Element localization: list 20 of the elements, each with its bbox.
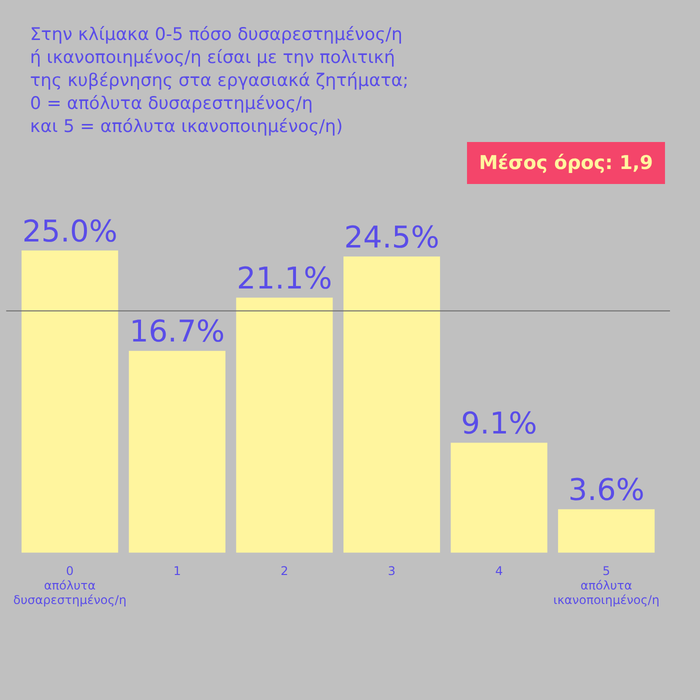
bar (128, 350, 226, 553)
chart-title: Στην κλίμακα 0-5 πόσο δυσαρεστημένος/η ή ικανοποιημένος/η είσαι με την πολιτική της κυβέρνησης στα εργασιακά ζητήματα; 0 = απόλυτα δυσαρεστημένος/η και 5 = απόλυτα ικανοποιημένος/η) (30, 24, 409, 139)
x-tick-label: 2 (280, 564, 288, 578)
x-tick-label: 4 (495, 564, 503, 578)
x-tick-label: 3 (388, 564, 396, 578)
bar (558, 509, 655, 553)
data-label: 21.1% (236, 261, 332, 296)
bar (236, 298, 333, 553)
text: Μέσος όρος: 1,9 (466, 142, 665, 184)
data-label: 16.7% (129, 314, 225, 350)
data-label: 9.1% (460, 406, 538, 442)
data-label: 25.0% (22, 214, 118, 250)
bar (22, 250, 118, 553)
bar (450, 442, 548, 553)
data-label: 24.5% (344, 220, 440, 256)
x-tick-label: 0 απόλυτα δυσαρεστημένος/η (13, 564, 126, 607)
data-label: 3.6% (568, 473, 644, 508)
bar (343, 256, 440, 553)
x-tick-label: 1 (173, 564, 181, 578)
x-tick-label: 5 απόλυτα ικανοποιημένος/η (553, 564, 660, 607)
